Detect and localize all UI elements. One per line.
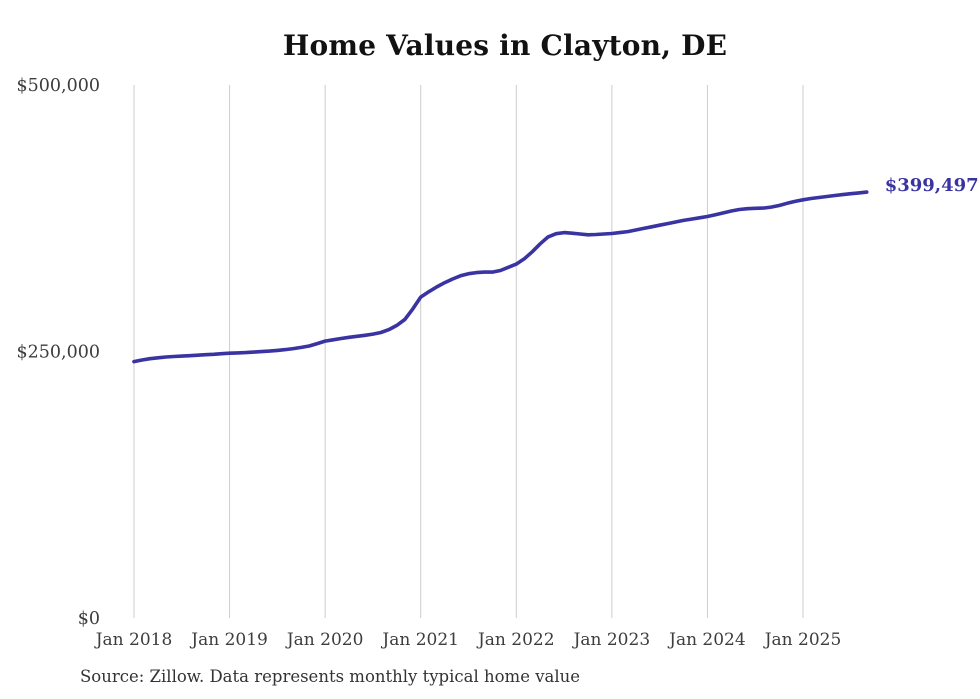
y-tick-label: $500,000 bbox=[16, 76, 100, 96]
x-tick-label: Jan 2024 bbox=[667, 630, 746, 650]
x-tick-label: Jan 2023 bbox=[572, 630, 651, 650]
y-tick-label: $0 bbox=[78, 609, 100, 629]
x-tick-label: Jan 2021 bbox=[380, 630, 459, 650]
y-tick-label: $250,000 bbox=[16, 343, 100, 363]
x-tick-label: Jan 2018 bbox=[94, 630, 173, 650]
final-value-label: $399,497 bbox=[884, 175, 979, 197]
home-value-line bbox=[132, 190, 869, 364]
source-note: Source: Zillow. Data represents monthly … bbox=[80, 667, 581, 686]
x-tick-label: Jan 2019 bbox=[189, 630, 268, 650]
chart-title: Home Values in Clayton, DE bbox=[282, 29, 728, 62]
x-tick-label: Jan 2020 bbox=[285, 630, 364, 650]
x-tick-label: Jan 2022 bbox=[476, 630, 555, 650]
x-tick-label: Jan 2025 bbox=[763, 630, 842, 650]
